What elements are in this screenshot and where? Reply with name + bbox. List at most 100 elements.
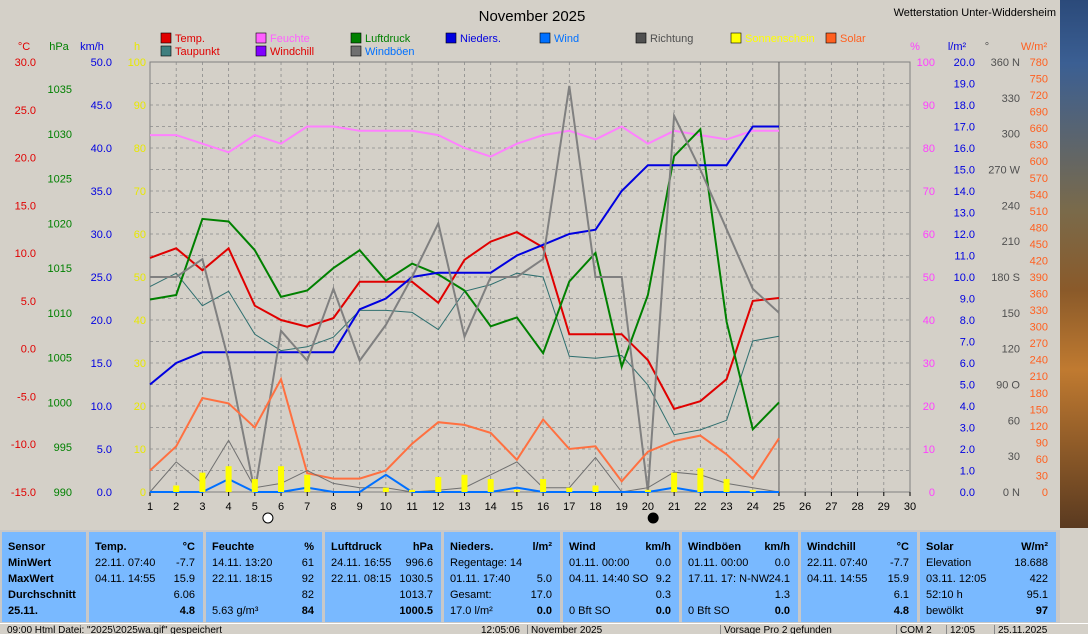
sunshine-bar <box>382 487 389 492</box>
axis-tick-wm2: 780 <box>1030 57 1048 69</box>
summary-table: Sensor MinWert MaxWert Durchschnitt 25.1… <box>0 530 1060 623</box>
axis-tick-h: 90 <box>134 100 146 112</box>
axis-tick-percent: 80 <box>923 143 935 155</box>
axis-tick-lm2: 4.0 <box>960 401 975 413</box>
axis-tick-h: 10 <box>134 444 146 456</box>
axis-tick-deg: 240 <box>1002 200 1020 212</box>
station-name: Wetterstation Unter-Widdersheim <box>894 7 1056 19</box>
panel-cell-value: 1013.7 <box>399 589 433 601</box>
panel-cell-value: 15.9 <box>887 573 909 585</box>
axis-tick-lm2: 11.0 <box>954 251 975 263</box>
axis-tick-celsius: 10.0 <box>15 248 36 260</box>
panel-cell-label: 22.11. 18:15 <box>212 573 273 585</box>
panel-cell-label: 22.11. 07:40 <box>95 557 156 569</box>
axis-tick-wm2: 540 <box>1030 189 1048 201</box>
axis-tick-wm2: 420 <box>1030 255 1048 267</box>
chart-area: 1 2 3 4 5 6 7 8 9 10 11 12 13 14 15 16 17 18 19 20 21 22 23 24 2… <box>10 7 1056 524</box>
axis-tick-deg: 330 <box>1002 93 1020 105</box>
axis-tick-lm2: 9.0 <box>960 294 975 306</box>
axis-tick-hpa: 1005 <box>48 353 72 365</box>
panel-cell-value: 18.688 <box>1014 557 1048 569</box>
legend-label: Windböen <box>365 46 415 58</box>
axis-tick-hpa: 990 <box>54 487 72 499</box>
summary-panel: Temp. °C 22.11. 07:40 -7.7 04.11. 14:55 15.9 6… <box>89 532 203 622</box>
status-time: 12:05:06 <box>481 625 520 634</box>
panel-cell-label: 04.11. 14:55 <box>95 573 156 585</box>
axis-unit-celsius: °C <box>18 41 30 53</box>
summary-panel: Wind km/h 01.11. 00:00 0.0 04.11. 14:40 SO 9.… <box>563 532 679 622</box>
panel-cell-value: 0.0 <box>655 557 671 569</box>
summary-panel: Solar W/m² Elevation 18.688 03.11. 12:05 422 5… <box>920 532 1056 622</box>
axis-tick-lm2: 3.0 <box>960 423 975 435</box>
axis-tick-lm2: 20.0 <box>954 57 975 69</box>
x-tick-label: 23 <box>720 501 732 513</box>
x-tick-label: 30 <box>904 501 916 513</box>
panel-cell-value: 0.0 <box>774 557 790 569</box>
sensor-label-panel: Sensor MinWert MaxWert Durchschnitt 25.1… <box>2 532 86 622</box>
panel-cell-value: 95.1 <box>1026 589 1048 601</box>
axis-tick-lm2: 14.0 <box>954 186 975 198</box>
axis-tick-deg: 90 O <box>996 380 1020 392</box>
sunshine-bar <box>461 474 468 492</box>
axis-unit-h: h <box>134 41 140 53</box>
panel-unit: l/m² <box>532 541 552 553</box>
x-tick-label: 11 <box>406 501 417 513</box>
panel-unit: W/m² <box>1021 541 1048 553</box>
axis-tick-lm2: 10.0 <box>954 272 975 284</box>
axis-tick-kmh: 45.0 <box>91 100 112 112</box>
axis-tick-kmh: 30.0 <box>91 229 112 241</box>
axis-tick-wm2: 30 <box>1036 470 1048 482</box>
panel-cell-value: 4.8 <box>893 605 909 617</box>
axis-tick-h: 100 <box>128 57 146 69</box>
axis-tick-percent: 10 <box>923 444 935 456</box>
legend-label: Temp. <box>175 33 205 45</box>
axis-tick-wm2: 690 <box>1030 107 1048 119</box>
row-label-sensor: Sensor <box>8 541 46 553</box>
axis-tick-lm2: 17.0 <box>954 122 975 134</box>
axis-tick-deg: 210 <box>1002 236 1020 248</box>
axis-tick-celsius: -10.0 <box>11 439 36 451</box>
axis-tick-wm2: 360 <box>1030 289 1048 301</box>
axis-tick-h: 60 <box>134 229 146 241</box>
panel-cell-value: 6.06 <box>173 589 195 601</box>
chart-title: November 2025 <box>479 8 586 25</box>
axis-tick-wm2: 270 <box>1030 338 1048 350</box>
panel-cell-label: 01.11. 00:00 <box>688 557 749 569</box>
axis-tick-lm2: 19.0 <box>954 79 975 91</box>
panel-cell-label: 0 Bft SO <box>688 605 730 617</box>
axis-tick-deg: 360 N <box>991 57 1020 69</box>
panel-cell-value: 996.6 <box>405 557 433 569</box>
panel-title: Temp. <box>95 541 127 553</box>
axis-tick-kmh: 35.0 <box>91 186 112 198</box>
axis-tick-lm2: 2.0 <box>960 444 975 456</box>
sunshine-bar <box>592 485 599 492</box>
series-line-nieders <box>149 125 779 386</box>
panel-cell-label: 22.11. 08:15 <box>331 573 392 585</box>
axis-tick-lm2: 18.0 <box>954 100 975 112</box>
axis-tick-percent: 20 <box>923 401 935 413</box>
axis-tick-wm2: 510 <box>1030 206 1048 218</box>
weather-chart: 1 2 3 4 5 6 7 8 9 10 11 12 13 14 15 16 17 18 19 20 21 22 23 24 2… <box>11 7 1056 524</box>
panel-unit: km/h <box>645 541 671 553</box>
axis-tick-hpa: 1020 <box>48 218 72 230</box>
axis-tick-lm2: 5.0 <box>960 380 975 392</box>
panel-unit: % <box>304 541 314 553</box>
legend-label: Wind <box>554 33 579 45</box>
axis-tick-lm2: 15.0 <box>954 165 975 177</box>
axis-tick-deg: 30 <box>1008 451 1020 463</box>
sunshine-bar <box>540 479 547 492</box>
legend-label: Solar <box>840 33 866 45</box>
axis-tick-celsius: -5.0 <box>17 391 36 403</box>
legend-swatch <box>255 32 267 44</box>
sunshine-bar <box>409 489 416 492</box>
x-tick-label: 25 <box>773 501 785 513</box>
axis-tick-h: 80 <box>134 143 146 155</box>
panel-cell-label: 03.11. 12:05 <box>926 573 987 585</box>
axis-tick-hpa: 1035 <box>48 84 72 96</box>
x-tick-label: 3 <box>199 501 205 513</box>
summary-panel: Nieders. l/m² Regentage: 14 01.11. 17:40 5.0… <box>444 532 560 622</box>
axis-tick-wm2: 750 <box>1030 74 1048 86</box>
status-month: November 2025 <box>527 625 602 634</box>
status-date: 25.11.2025 <box>994 625 1047 634</box>
x-tick-label: 4 <box>226 501 232 513</box>
